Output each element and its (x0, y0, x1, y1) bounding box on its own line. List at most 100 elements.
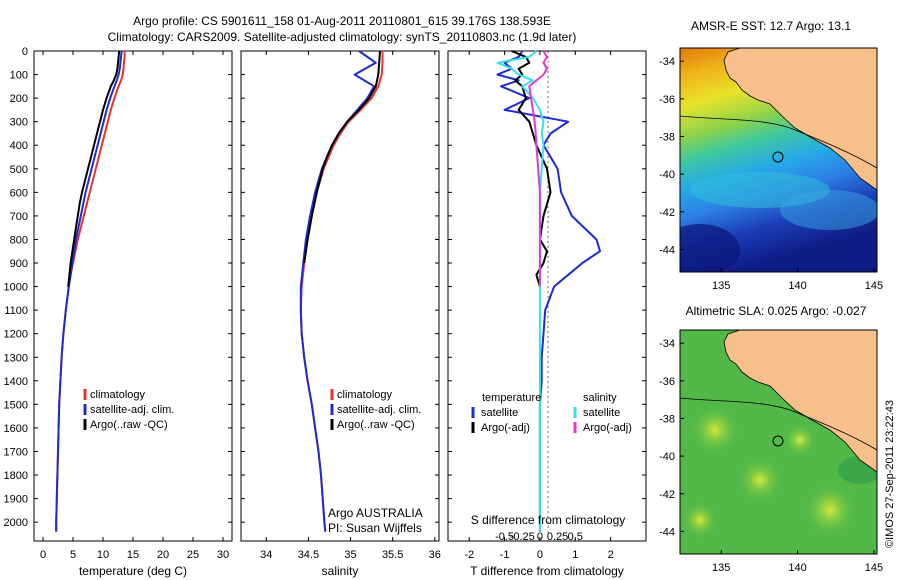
sla-map-frame (679, 329, 878, 555)
sst-map-frame (679, 47, 878, 273)
sst-map-title: AMSR-E SST: 12.7 Argo: 13.1 (691, 19, 851, 33)
depth-tick-label: 1300 (4, 352, 28, 364)
legend-label: satellite-adj. clim. (90, 404, 174, 416)
sla-map: Altimetric SLA: 0.025 Argo: -0.027 135 14… (659, 304, 883, 574)
temperature-xtick-label: 15 (127, 549, 139, 561)
legend-label: Argo(..raw -QC) (337, 419, 415, 431)
depth-tick-label: 1000 (4, 282, 28, 294)
difference-tick-labels: -2 -1 0 1 2 -0.5-0.25 0 0.25 0.5 (448, 50, 646, 561)
salinity-diff-xtick-label: -0.5 (495, 531, 514, 543)
map-ytick-label: -34 (659, 338, 675, 350)
series-line-salinity-argo-adj- (528, 50, 548, 287)
depth-tick-label: 500 (10, 164, 28, 176)
depth-tick-label: 400 (10, 140, 28, 152)
sst-map: AMSR-E SST: 12.7 Argo: 13.1 135 140 145 -34… (659, 19, 883, 292)
difference-xtick-label: 2 (608, 549, 614, 561)
temperature-xlabel: temperature (deg C) (79, 564, 187, 578)
difference-panel: -2 -1 0 1 2 -0.5-0.25 0 0.25 0.5 T difference fr… (447, 50, 647, 578)
temperature-xtick-label: 10 (97, 549, 109, 561)
map-xtick-label: 145 (865, 280, 883, 292)
map-xtick-label: 140 (788, 280, 806, 292)
sla-field (680, 330, 877, 554)
temperature-legend: climatology satellite-adj. clim. Argo(..ra… (83, 389, 174, 431)
difference-legend: temperature salinity satellite Argo(-adj) sa… (471, 392, 632, 434)
temperature-tick-labels: 0 5 10 15 20 25 30 (34, 50, 232, 561)
legend-label: climatology (90, 389, 146, 401)
depth-tick-label: 1700 (4, 446, 28, 458)
series-line-argo-raw-qc- (303, 50, 381, 264)
salinity-panel: 34 34.5 35 35.5 36 salinity climatology satel… (240, 50, 441, 578)
depth-tick-label: 1900 (4, 494, 28, 506)
depth-tick-label: 1800 (4, 470, 28, 482)
depth-tick-label: 1600 (4, 423, 28, 435)
series-line-argo-raw-qc- (67, 50, 121, 287)
legend-label: satellite (583, 407, 620, 419)
depth-tick-label: 0 (22, 46, 28, 58)
legend-label: Argo(-adj) (481, 422, 530, 434)
map-ytick-label: -40 (659, 451, 675, 463)
legend-label: Argo(-adj) (583, 422, 632, 434)
header-line-2: Climatology: CARS2009. Satellite-adjuste… (108, 30, 577, 44)
legend-label: satellite-adj. clim. (337, 404, 421, 416)
legend-header: salinity (583, 392, 617, 404)
salinity-diff-xtick-label: 0 (537, 531, 543, 543)
map-xtick-label: 135 (712, 562, 730, 574)
difference-xtick-label: 0 (537, 549, 543, 561)
salinity-series (299, 50, 384, 532)
argo-program-label: Argo AUSTRALIA (328, 506, 423, 520)
depth-tick-label: 200 (10, 93, 28, 105)
salinity-tick-labels: 34 34.5 35 35.5 36 (241, 50, 441, 561)
map-ytick-label: -40 (659, 169, 675, 181)
difference-xlabel-top: S difference from climatology (471, 513, 626, 527)
map-ytick-label: -42 (659, 207, 675, 219)
salinity-xtick-label: 36 (429, 549, 441, 561)
map-ytick-label: -44 (659, 244, 675, 256)
sst-land (723, 48, 877, 191)
sla-map-title: Altimetric SLA: 0.025 Argo: -0.027 (686, 304, 867, 318)
depth-axis-labels: 0 100 200 300 400 500 600 700 800 900 1000 1100 1200… (4, 46, 28, 529)
temperature-xtick-label: 5 (70, 549, 76, 561)
temperature-plot-frame (33, 50, 233, 542)
temperature-panel: 0 5 10 15 20 25 30 temperature (deg C) climato… (33, 50, 233, 578)
depth-tick-label: 700 (10, 211, 28, 223)
map-ytick-label: -38 (659, 413, 675, 425)
difference-xtick-label: -2 (464, 549, 474, 561)
depth-tick-label: 800 (10, 234, 28, 246)
temperature-xtick-label: 30 (217, 549, 229, 561)
temperature-xtick-label: 25 (187, 549, 199, 561)
depth-tick-label: 900 (10, 258, 28, 270)
header-line-1: Argo profile: CS 5901611_158 01-Aug-2011… (133, 14, 551, 28)
temperature-series (55, 50, 126, 532)
map-ytick-label: -38 (659, 131, 675, 143)
sla-land (723, 330, 877, 473)
temperature-xtick-label: 0 (40, 549, 46, 561)
map-xtick-label: 145 (865, 562, 883, 574)
depth-tick-label: 2000 (4, 517, 28, 529)
difference-xtick-label: 1 (572, 549, 578, 561)
map-xtick-label: 135 (712, 280, 730, 292)
salinity-xtick-label: 34.5 (298, 549, 319, 561)
difference-plot-frame (447, 50, 647, 542)
depth-tick-label: 1500 (4, 399, 28, 411)
argo-pi-label: PI: Susan Wijffels (328, 521, 422, 535)
temperature-xtick-label: 20 (157, 549, 169, 561)
map-ytick-label: -44 (659, 526, 675, 538)
map-ytick-label: -42 (659, 489, 675, 501)
sla-coastline (680, 397, 877, 451)
series-line-satellite-adj-clim- (299, 50, 377, 532)
difference-xlabel: T difference from climatology (470, 564, 624, 578)
sla-argo-marker (772, 435, 784, 447)
sla-map-ticks: 135 140 145 -34 -36 -38 -40 -42 -44 (659, 338, 883, 574)
difference-xtick-label: -1 (500, 549, 510, 561)
copyright-timestamp: ©IMOS 27-Sep-2011 23:22:43 (884, 400, 896, 548)
legend-label: Argo(..raw -QC) (90, 419, 168, 431)
salinity-diff-xtick-label: 0.25 (547, 531, 568, 543)
depth-tick-label: 1400 (4, 376, 28, 388)
salinity-diff-xtick-label: 0.5 (568, 531, 583, 543)
series-line-satellite-adj-clim- (55, 50, 123, 532)
legend-label: climatology (337, 389, 393, 401)
sst-field (680, 48, 877, 272)
difference-series (496, 50, 601, 532)
salinity-xtick-label: 35 (344, 549, 356, 561)
